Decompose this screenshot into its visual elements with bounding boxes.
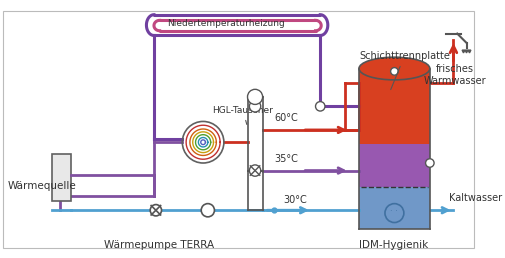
Text: 35°C: 35°C <box>273 154 297 164</box>
Circle shape <box>249 165 260 176</box>
Ellipse shape <box>358 57 429 80</box>
Text: Kaltwasser: Kaltwasser <box>448 193 501 203</box>
FancyBboxPatch shape <box>358 144 429 187</box>
Circle shape <box>247 89 262 104</box>
FancyBboxPatch shape <box>52 154 71 201</box>
FancyBboxPatch shape <box>358 69 429 144</box>
Text: 30°C: 30°C <box>283 195 307 205</box>
Circle shape <box>150 205 161 216</box>
Text: Wärmequelle: Wärmequelle <box>8 181 76 191</box>
Text: Wärmepumpe TERRA: Wärmepumpe TERRA <box>104 240 213 250</box>
Text: Niedertemperaturheizung: Niedertemperaturheizung <box>167 19 284 28</box>
FancyBboxPatch shape <box>358 187 429 229</box>
Circle shape <box>390 68 397 75</box>
Text: frisches
Warmwasser: frisches Warmwasser <box>423 64 486 86</box>
Text: Schichttrennplatte: Schichttrennplatte <box>358 51 449 90</box>
Text: 60°C: 60°C <box>273 114 297 123</box>
Text: IDM-Hygienik: IDM-Hygienik <box>359 240 428 250</box>
Text: HGL-Tauscher: HGL-Tauscher <box>212 106 273 124</box>
Circle shape <box>425 159 433 167</box>
Text: · ·: · · <box>390 207 397 216</box>
Circle shape <box>315 102 324 111</box>
Circle shape <box>201 204 214 217</box>
Circle shape <box>249 101 260 112</box>
